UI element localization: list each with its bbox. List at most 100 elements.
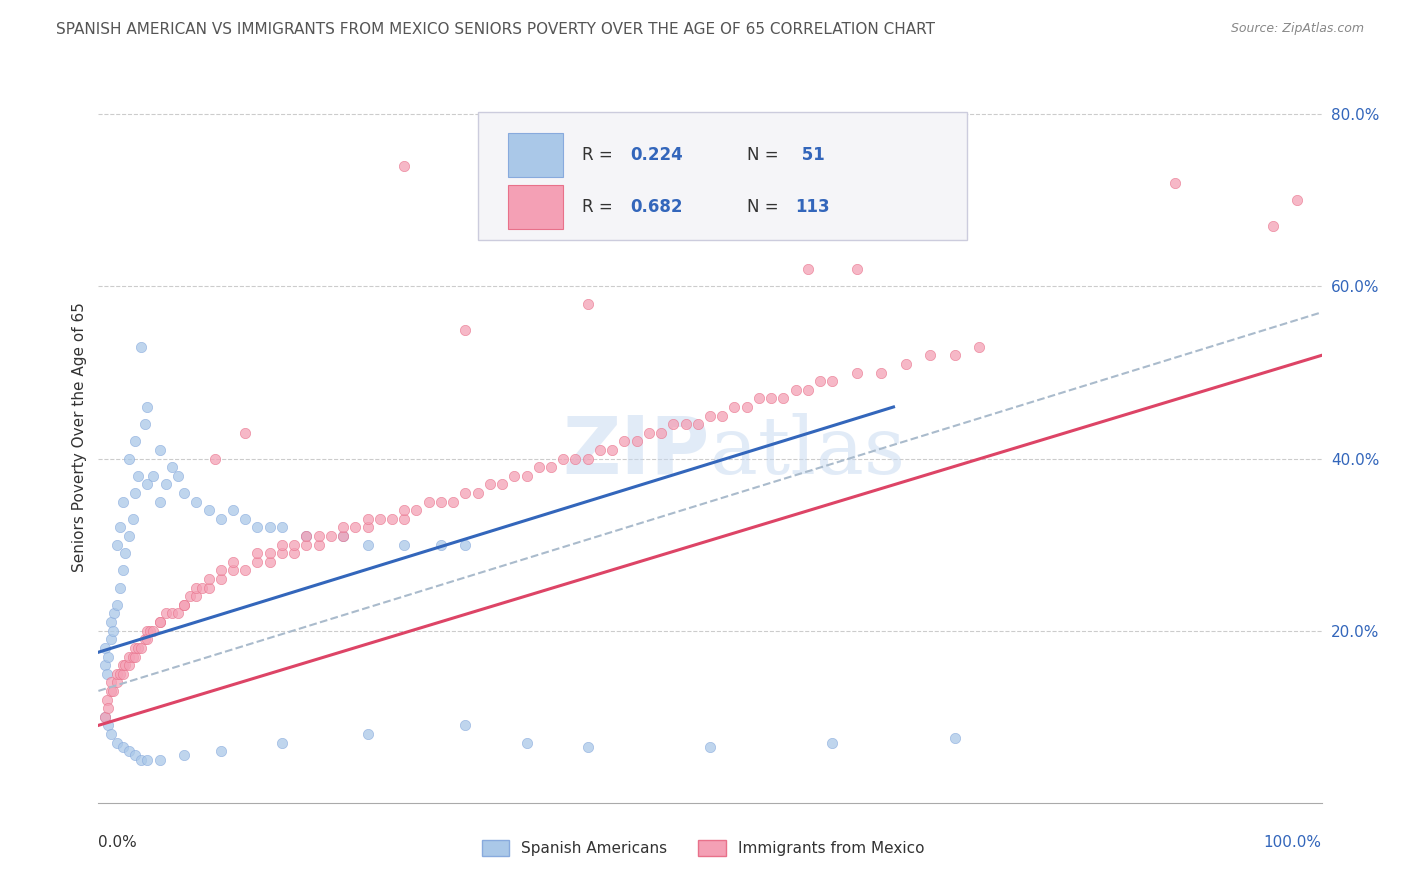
Point: [748, 392, 770, 406]
Point: [430, 494, 453, 508]
Point: [105, 598, 128, 612]
Text: 51: 51: [796, 146, 824, 164]
Point: [111, 658, 134, 673]
Text: 0.682: 0.682: [630, 198, 683, 217]
Point: [136, 477, 159, 491]
Point: [576, 739, 599, 754]
Point: [553, 451, 575, 466]
Text: 100.0%: 100.0%: [1264, 836, 1322, 850]
Text: 0.0%: 0.0%: [98, 836, 138, 850]
Point: [332, 529, 354, 543]
Point: [356, 520, 378, 534]
Point: [662, 417, 685, 432]
Point: [209, 744, 232, 758]
Text: 113: 113: [796, 198, 831, 217]
Point: [149, 615, 172, 629]
Point: [127, 468, 149, 483]
Point: [101, 684, 124, 698]
Point: [418, 494, 440, 508]
Point: [920, 348, 942, 362]
Point: [270, 546, 294, 560]
Point: [699, 409, 721, 423]
Point: [270, 735, 294, 749]
Point: [100, 684, 122, 698]
Y-axis label: Seniors Poverty Over the Age of 65: Seniors Poverty Over the Age of 65: [72, 302, 87, 572]
Text: atlas: atlas: [710, 413, 905, 491]
Point: [392, 512, 416, 526]
FancyBboxPatch shape: [508, 133, 564, 178]
Point: [295, 529, 318, 543]
Point: [503, 468, 526, 483]
Point: [167, 468, 190, 483]
Point: [197, 581, 219, 595]
Text: Source: ZipAtlas.com: Source: ZipAtlas.com: [1230, 22, 1364, 36]
Point: [100, 632, 122, 647]
Point: [845, 262, 868, 277]
Point: [110, 581, 132, 595]
Text: 0.224: 0.224: [630, 146, 683, 164]
Point: [139, 624, 162, 638]
Point: [246, 555, 269, 569]
Point: [735, 400, 758, 414]
Point: [332, 529, 354, 543]
Point: [160, 607, 183, 621]
Point: [699, 739, 721, 754]
Point: [381, 512, 404, 526]
Point: [430, 538, 453, 552]
Point: [111, 739, 134, 754]
Point: [93, 658, 115, 673]
Point: [564, 451, 586, 466]
Point: [149, 753, 172, 767]
Point: [118, 649, 141, 664]
Point: [845, 366, 868, 380]
Point: [209, 564, 232, 578]
Point: [118, 658, 141, 673]
Point: [186, 589, 208, 603]
Point: [295, 538, 318, 552]
Point: [233, 425, 256, 440]
Point: [1261, 219, 1284, 234]
Text: R =: R =: [582, 146, 617, 164]
Point: [527, 460, 550, 475]
Point: [173, 598, 195, 612]
Point: [105, 735, 128, 749]
Point: [233, 564, 256, 578]
Point: [110, 520, 132, 534]
Point: [100, 727, 122, 741]
Point: [118, 744, 141, 758]
Point: [870, 366, 893, 380]
Point: [129, 640, 152, 655]
Point: [943, 348, 966, 362]
Text: N =: N =: [747, 198, 783, 217]
Point: [105, 666, 128, 681]
Point: [308, 529, 330, 543]
Point: [246, 520, 269, 534]
Point: [222, 503, 245, 517]
Point: [821, 735, 844, 749]
Point: [97, 701, 120, 715]
Point: [124, 748, 146, 763]
Point: [186, 494, 208, 508]
Point: [894, 357, 917, 371]
Point: [454, 322, 477, 336]
Point: [967, 340, 990, 354]
Point: [118, 451, 141, 466]
Point: [222, 555, 245, 569]
Text: SPANISH AMERICAN VS IMMIGRANTS FROM MEXICO SENIORS POVERTY OVER THE AGE OF 65 CO: SPANISH AMERICAN VS IMMIGRANTS FROM MEXI…: [56, 22, 935, 37]
Point: [308, 538, 330, 552]
Point: [209, 572, 232, 586]
Point: [613, 434, 636, 449]
Point: [626, 434, 648, 449]
Point: [467, 486, 489, 500]
Point: [136, 400, 159, 414]
Point: [111, 666, 134, 681]
Point: [134, 632, 156, 647]
Point: [675, 417, 697, 432]
Point: [392, 159, 416, 173]
Point: [356, 512, 378, 526]
Point: [101, 624, 124, 638]
Point: [392, 503, 416, 517]
Point: [600, 442, 623, 457]
Point: [136, 624, 159, 638]
Point: [576, 296, 599, 310]
